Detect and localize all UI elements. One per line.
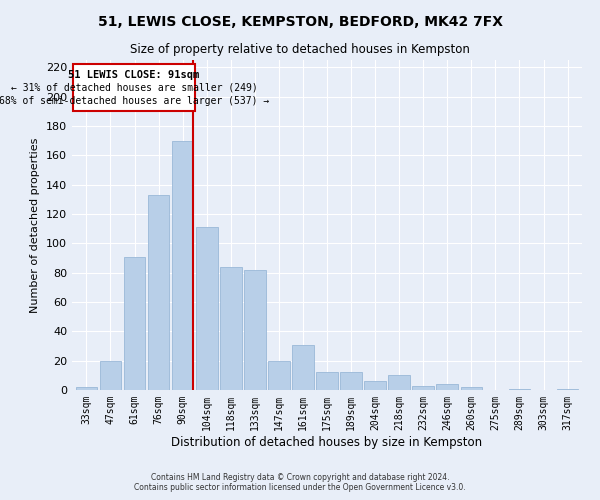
Bar	[172, 140, 193, 390]
Bar	[268, 360, 290, 390]
Bar	[220, 267, 242, 390]
Text: 68% of semi-detached houses are larger (537) →: 68% of semi-detached houses are larger (…	[0, 96, 269, 106]
Bar	[364, 381, 386, 390]
Bar	[509, 388, 530, 390]
Bar	[412, 386, 434, 390]
Bar	[292, 344, 314, 390]
Bar	[196, 227, 218, 390]
Text: Size of property relative to detached houses in Kempston: Size of property relative to detached ho…	[130, 42, 470, 56]
FancyBboxPatch shape	[73, 64, 194, 112]
Bar	[148, 195, 169, 390]
Bar	[124, 256, 145, 390]
Text: Contains HM Land Registry data © Crown copyright and database right 2024.
Contai: Contains HM Land Registry data © Crown c…	[134, 473, 466, 492]
X-axis label: Distribution of detached houses by size in Kempston: Distribution of detached houses by size …	[172, 436, 482, 448]
Bar	[76, 387, 97, 390]
Bar	[340, 372, 362, 390]
Y-axis label: Number of detached properties: Number of detached properties	[31, 138, 40, 312]
Bar	[316, 372, 338, 390]
Bar	[100, 360, 121, 390]
Text: ← 31% of detached houses are smaller (249): ← 31% of detached houses are smaller (24…	[11, 83, 257, 93]
Bar	[461, 387, 482, 390]
Text: 51 LEWIS CLOSE: 91sqm: 51 LEWIS CLOSE: 91sqm	[68, 70, 200, 80]
Bar	[388, 376, 410, 390]
Bar	[557, 388, 578, 390]
Bar	[244, 270, 266, 390]
Text: 51, LEWIS CLOSE, KEMPSTON, BEDFORD, MK42 7FX: 51, LEWIS CLOSE, KEMPSTON, BEDFORD, MK42…	[97, 15, 503, 29]
Bar	[436, 384, 458, 390]
